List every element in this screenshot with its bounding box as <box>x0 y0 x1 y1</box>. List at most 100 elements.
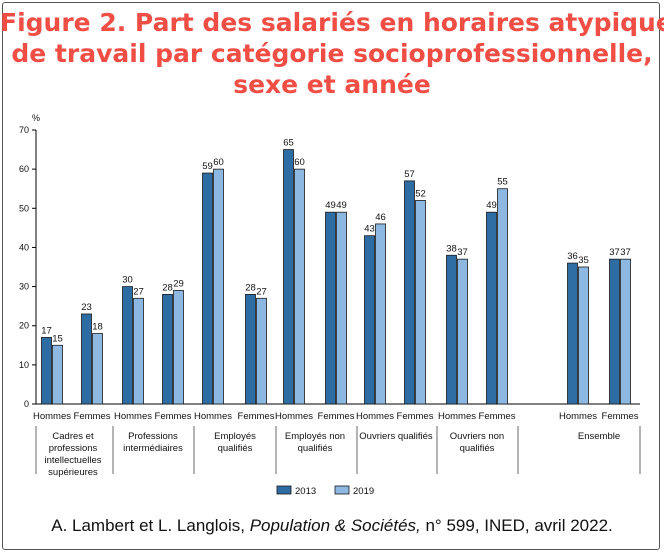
x-group-label: Ensemble <box>578 431 620 442</box>
value-label-2013: 49 <box>325 200 336 211</box>
bar-2019 <box>133 297 144 405</box>
x-category-label: Femmes <box>602 411 639 422</box>
value-label-2019: 35 <box>578 255 589 266</box>
value-label-2019: 37 <box>457 247 468 258</box>
x-category-label: Hommes <box>114 411 152 422</box>
value-label-2019: 27 <box>256 286 267 297</box>
figure-title: Figure 2. Part des salariés en horaires … <box>0 7 664 100</box>
value-label-2019: 49 <box>336 200 347 211</box>
value-label-2013: 37 <box>609 247 620 258</box>
x-group-label: intellectuelles <box>44 455 101 466</box>
value-label-2019: 46 <box>375 212 386 223</box>
value-label-2013: 65 <box>283 138 294 149</box>
x-group-label: Employés non <box>285 431 345 442</box>
x-group-label: supérieures <box>48 467 98 478</box>
bar-2013 <box>567 262 578 405</box>
value-label-2019: 60 <box>213 157 224 168</box>
value-label-2019: 52 <box>415 188 426 199</box>
y-tick-label: 0 <box>24 399 29 409</box>
bar-2013 <box>404 180 415 405</box>
legend-swatch-2019 <box>334 485 350 495</box>
source-authors: A. Lambert et L. Langlois, <box>51 516 250 535</box>
x-category-label: Femmes <box>74 411 111 422</box>
bar-2019 <box>52 344 63 405</box>
bar-2019 <box>415 200 426 405</box>
value-label-2013: 28 <box>162 282 173 293</box>
x-category-label: Hommes <box>194 411 232 422</box>
legend-swatch-2013 <box>276 485 292 495</box>
value-label-2019: 37 <box>620 247 631 258</box>
x-group-label: Ouvriers qualifiés <box>359 431 433 442</box>
x-group-label: professions <box>49 443 98 454</box>
legend-label-2013: 2013 <box>295 486 316 497</box>
source-citation: A. Lambert et L. Langlois, Population & … <box>0 516 664 536</box>
x-category-label: Femmes <box>155 411 192 422</box>
x-group-label: qualifiés <box>298 443 333 454</box>
value-label-2019: 27 <box>133 286 144 297</box>
bar-2013 <box>122 286 133 405</box>
bar-2013 <box>245 293 256 405</box>
title-line-3: sexe et année <box>233 70 431 99</box>
source-journal: Population & Sociétés, <box>249 516 421 535</box>
bar-2019 <box>457 258 468 405</box>
title-line-2: de travail par catégorie socioprofession… <box>11 39 653 68</box>
x-category-label: Hommes <box>33 411 71 422</box>
y-axis-unit-label: % <box>32 113 40 123</box>
y-tick-label: 40 <box>19 242 29 252</box>
y-tick-label: 70 <box>19 125 29 135</box>
value-label-2013: 38 <box>446 243 457 254</box>
x-category-label: Hommes <box>559 411 597 422</box>
value-label-2019: 60 <box>294 157 305 168</box>
bar-2019 <box>336 211 347 405</box>
value-label-2013: 30 <box>122 275 133 286</box>
value-label-2013: 59 <box>202 161 213 172</box>
value-label-2019: 18 <box>92 322 103 333</box>
bar-2013 <box>446 254 457 405</box>
value-label-2013: 57 <box>404 169 415 180</box>
bar-2013 <box>81 313 92 405</box>
value-label-2013: 43 <box>364 224 375 235</box>
bar-2019 <box>213 168 224 405</box>
bar-2013 <box>162 293 173 405</box>
x-group-label: Ouvriers non <box>450 431 504 442</box>
bar-2013 <box>202 172 213 405</box>
value-label-2019: 15 <box>52 333 63 344</box>
value-label-2013: 36 <box>567 251 578 262</box>
bar-2019 <box>620 258 631 405</box>
y-tick-label: 20 <box>19 321 29 331</box>
bar-2019 <box>294 168 305 405</box>
x-group-label: qualifiés <box>218 443 253 454</box>
y-tick-label: 60 <box>19 164 29 174</box>
x-category-label: Femmes <box>479 411 516 422</box>
bar-2019 <box>497 188 508 405</box>
x-group-label: Professions <box>128 431 178 442</box>
bar-2013 <box>325 211 336 405</box>
bar-2019 <box>173 290 184 405</box>
bar-2019 <box>92 333 103 405</box>
x-group-label: qualifiés <box>460 443 495 454</box>
x-category-label: Femmes <box>238 411 275 422</box>
value-label-2013: 49 <box>486 200 497 211</box>
y-tick-label: 10 <box>19 360 29 370</box>
bar-2013 <box>364 235 375 405</box>
x-category-label: Hommes <box>438 411 476 422</box>
value-label-2019: 29 <box>173 278 184 289</box>
bar-2019 <box>256 297 267 405</box>
bar-2019 <box>578 266 589 405</box>
value-label-2013: 23 <box>81 302 92 313</box>
x-group-label: Employés <box>214 431 256 442</box>
bar-2013 <box>486 211 497 405</box>
y-tick-label: 50 <box>19 203 29 213</box>
bar-2013 <box>41 337 52 405</box>
x-group-label: Cadres et <box>52 431 94 442</box>
y-tick-label: 30 <box>19 282 29 292</box>
bar-2013 <box>283 149 294 405</box>
x-category-label: Hommes <box>275 411 313 422</box>
x-group-label: intermédiaires <box>123 443 183 454</box>
x-category-label: Femmes <box>397 411 434 422</box>
title-line-1: Figure 2. Part des salariés en horaires … <box>0 8 664 37</box>
source-details: n° 599, INED, avril 2022. <box>420 516 613 535</box>
bar-2013 <box>609 258 620 405</box>
bar-2019 <box>375 223 386 405</box>
